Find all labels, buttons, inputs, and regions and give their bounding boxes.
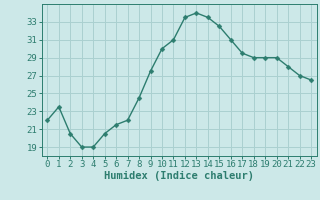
X-axis label: Humidex (Indice chaleur): Humidex (Indice chaleur) <box>104 171 254 181</box>
